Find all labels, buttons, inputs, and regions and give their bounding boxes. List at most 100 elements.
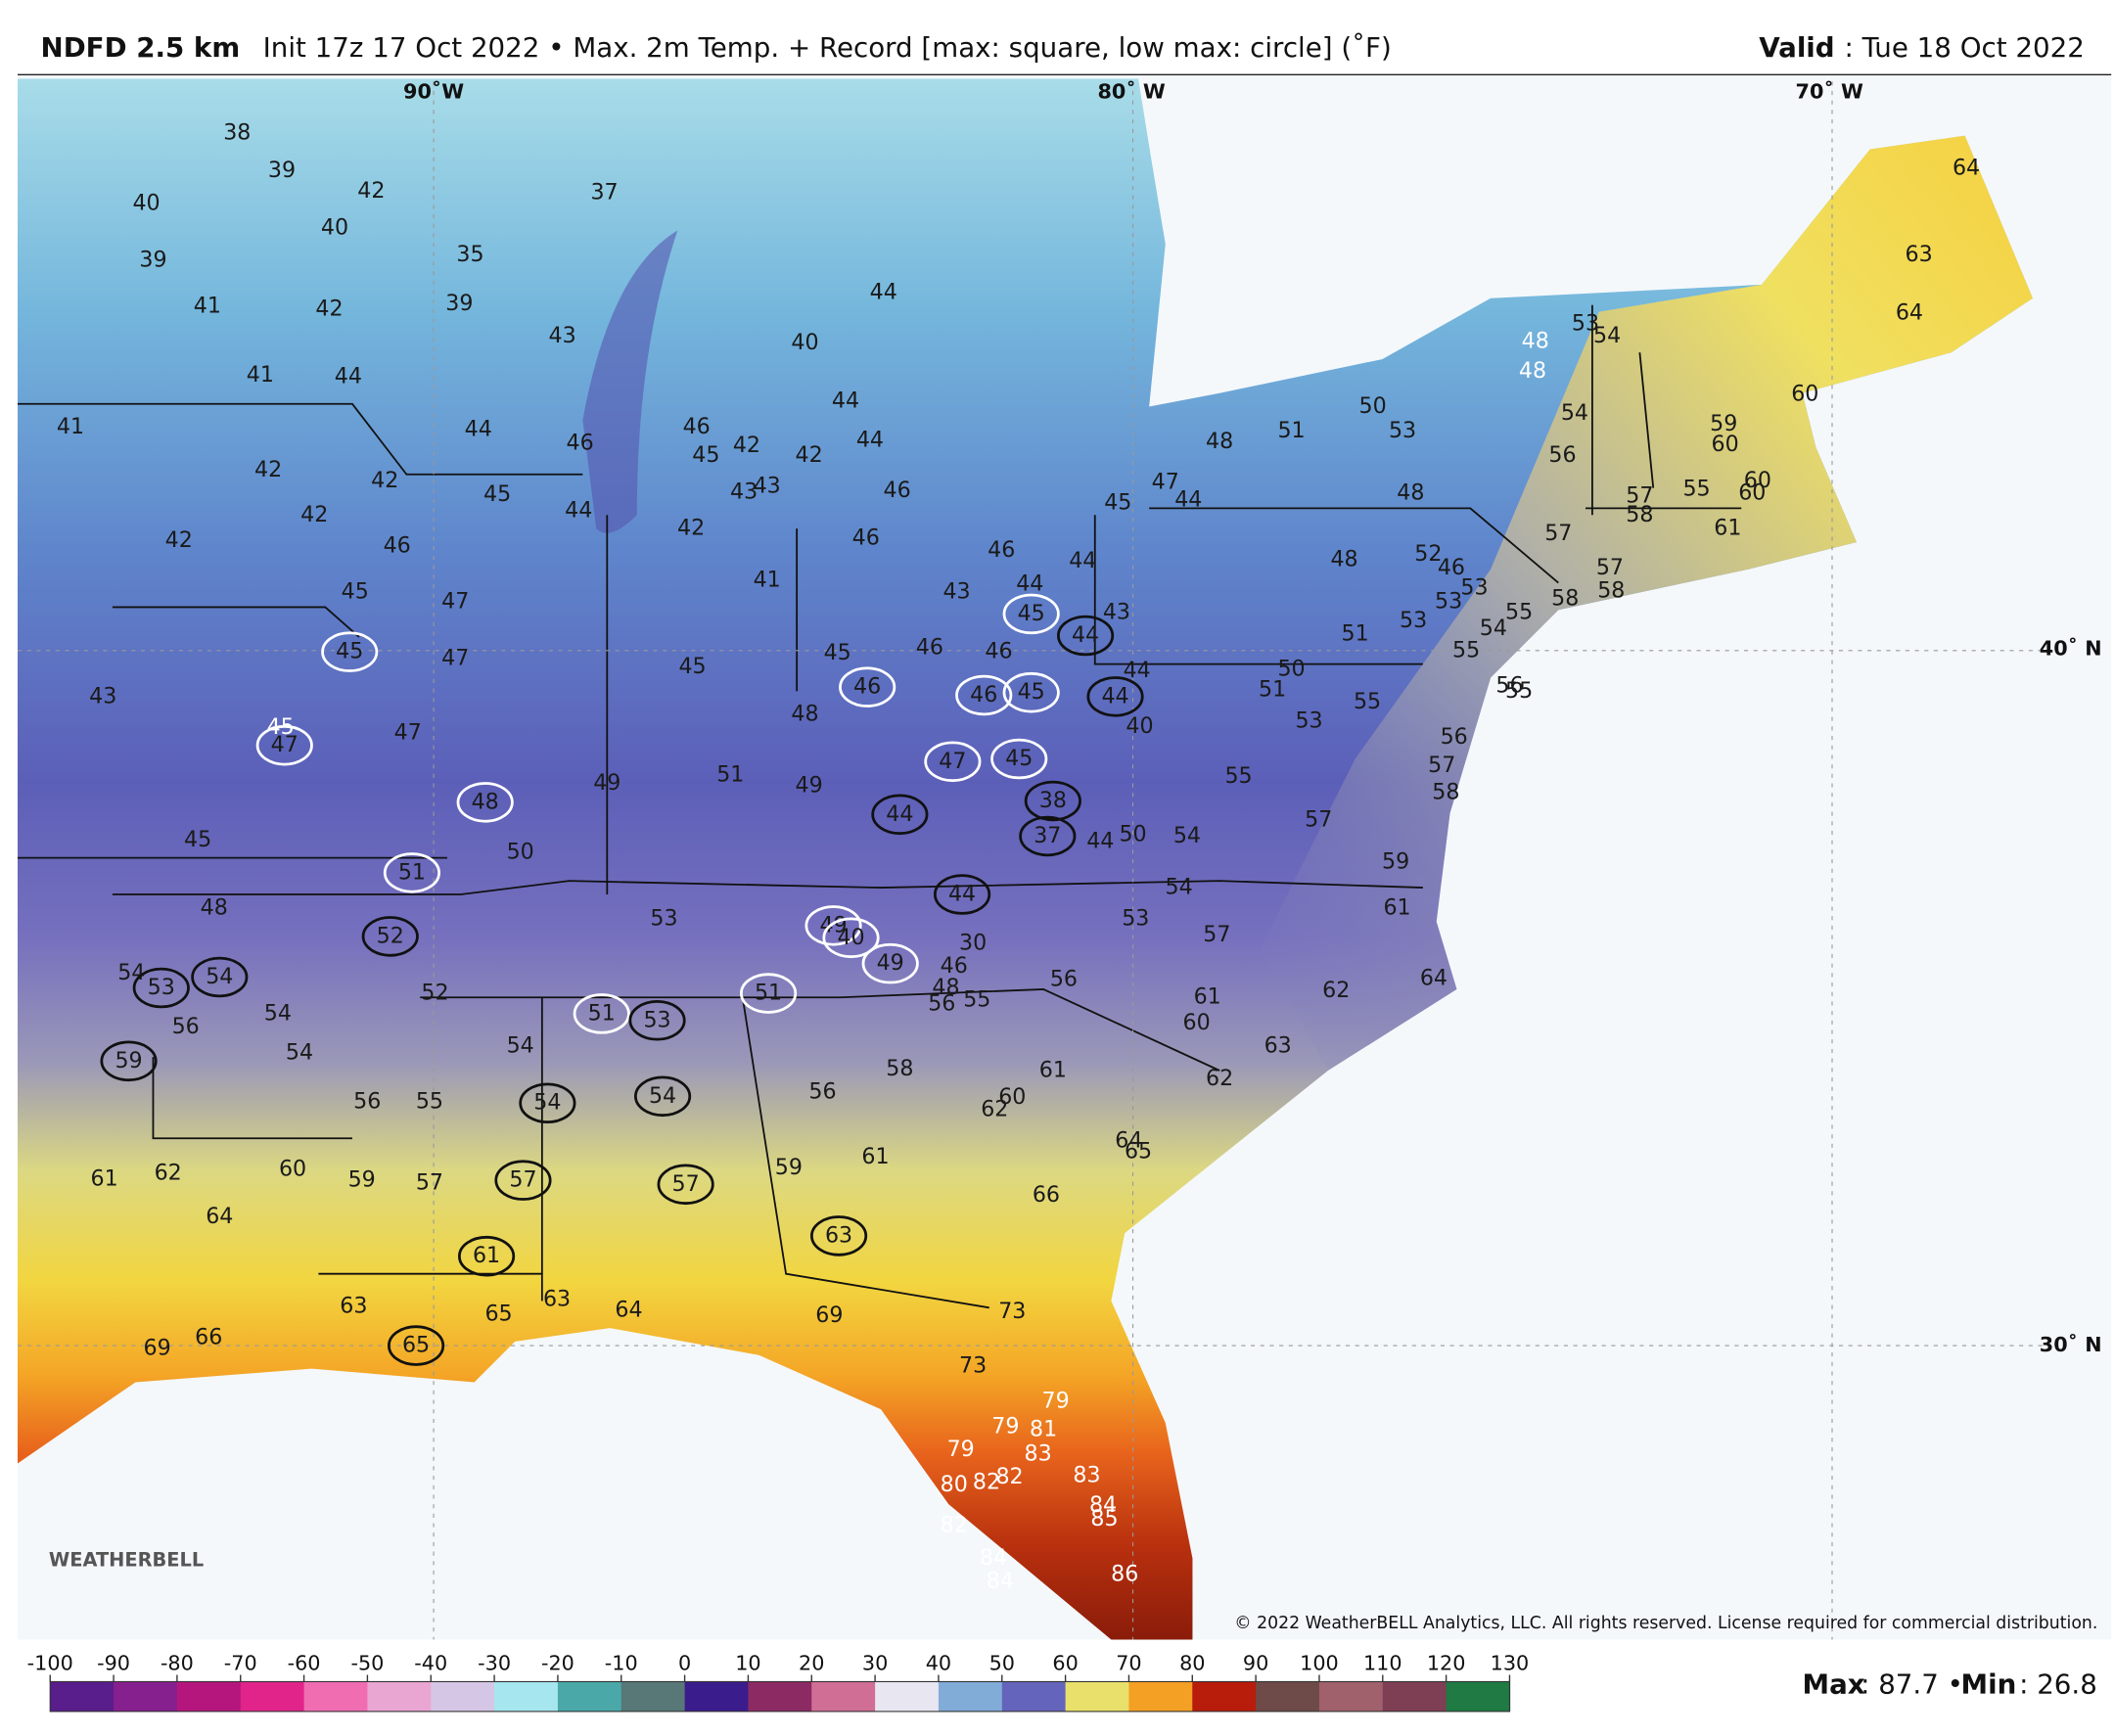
temperature-label-light: 79: [991, 1414, 1019, 1439]
record-circle: [457, 1235, 516, 1277]
temperature-label: 46: [852, 525, 880, 550]
temperature-label: 38: [223, 119, 251, 145]
temperature-label: 48: [1206, 429, 1233, 454]
temperature-label-light: 82: [973, 1469, 1000, 1494]
temperature-label: 46: [683, 414, 711, 439]
record-label: 63: [825, 1222, 852, 1248]
land-temperature-field: [18, 78, 2033, 1640]
temperature-label-light: 84: [987, 1569, 1014, 1594]
temperature-label: 61: [1383, 894, 1410, 920]
graticule-label: 40˚ N: [2040, 636, 2102, 660]
graticule-label: 80˚ W: [1097, 79, 1165, 103]
colorbar-tick-label: -60: [288, 1651, 321, 1674]
colorbar-segment: [240, 1681, 305, 1712]
record-circle: [255, 724, 313, 766]
record-label: 37: [1034, 823, 1061, 848]
temperature-label: 63: [340, 1293, 367, 1318]
temperature-label: 42: [357, 178, 385, 204]
temperature-label: 55: [1354, 689, 1381, 714]
temperature-label: 55: [1224, 763, 1252, 789]
northeast-warm-field: [1260, 135, 2033, 1072]
graticule-label: 90˚W: [403, 79, 464, 103]
temperature-label: 46: [988, 537, 1015, 563]
temperature-label-light: 81: [1030, 1416, 1057, 1441]
temperature-label: 66: [1033, 1182, 1060, 1208]
temperature-label: 44: [856, 428, 884, 453]
max-value: : 87.7 •: [1861, 1668, 1963, 1701]
temperature-label: 55: [1452, 637, 1480, 662]
record-label: 44: [1101, 683, 1128, 708]
temperature-label: 44: [1016, 571, 1043, 596]
temperature-label: 64: [1896, 300, 1923, 326]
temperature-label: 40: [321, 214, 348, 240]
record-circle: [955, 674, 1013, 716]
colorbar-tick-label: 80: [1179, 1651, 1205, 1674]
temperature-label: 59: [1710, 411, 1737, 436]
colorbar-segment: [114, 1681, 178, 1712]
record-circle: [132, 967, 190, 1009]
temperature-label: 42: [796, 442, 823, 468]
temperature-label: 60: [1791, 382, 1818, 407]
graticule-label: 30˚ N: [2040, 1333, 2102, 1356]
temperature-label: 57: [416, 1169, 443, 1195]
temperature-label: 54: [1561, 400, 1588, 426]
temperature-label: 45: [824, 640, 851, 665]
product-description: Init 17z 17 Oct 2022 • Max. 2m Temp. + R…: [263, 31, 1392, 64]
temperature-label: 47: [441, 588, 469, 614]
temperature-label: 62: [155, 1161, 182, 1186]
temperature-label: 51: [1342, 621, 1369, 647]
record-label: 54: [649, 1083, 676, 1109]
record-label: 46: [970, 682, 997, 708]
temperature-label: 64: [1420, 965, 1448, 990]
temperature-label: 54: [286, 1040, 313, 1066]
temperature-label: 48: [1397, 480, 1424, 506]
temperature-label: 39: [268, 158, 296, 183]
record-circle: [1002, 593, 1060, 635]
record-label: 65: [402, 1333, 430, 1358]
temperature-label: 53: [1122, 905, 1149, 931]
colorbar-tick-label: 130: [1491, 1651, 1530, 1674]
temperature-label: 48: [201, 894, 228, 920]
temperature-label: 40: [132, 190, 160, 215]
colorbar-tick-label: -100: [27, 1651, 73, 1674]
temperature-label: 57: [1626, 482, 1653, 508]
temperature-label: 46: [384, 533, 411, 559]
temperature-label: 42: [165, 527, 193, 553]
colorbar-segment: [684, 1681, 750, 1712]
record-circle: [100, 1040, 158, 1082]
temperature-label: 42: [677, 516, 705, 541]
temperature-label: 57: [1428, 753, 1455, 778]
temperature-label: 61: [1714, 516, 1741, 541]
temperature-label: 64: [1953, 155, 1980, 180]
temperature-label: 56: [172, 1014, 200, 1039]
temperature-label: 51: [1259, 676, 1286, 702]
temperature-label: 47: [441, 646, 469, 671]
colorbar-segment: [1382, 1681, 1448, 1712]
colorbar-tick-label: -40: [414, 1651, 447, 1674]
colorbar-segment: [1001, 1681, 1067, 1712]
temperature-label: 56: [928, 991, 955, 1017]
temperature-label: 61: [1039, 1058, 1067, 1083]
temperature-label: 60: [1744, 468, 1771, 493]
temperature-label-light: 79: [1042, 1388, 1070, 1413]
temperature-label: 48: [1330, 547, 1357, 572]
temperature-label: 30: [959, 930, 987, 955]
temperature-label: 48: [791, 701, 818, 726]
temperature-label: 46: [1438, 555, 1465, 580]
temperature-label: 43: [89, 683, 116, 708]
colorbar-segment: [1318, 1681, 1384, 1712]
record-circle: [191, 956, 249, 998]
temperature-label: 39: [445, 291, 473, 316]
temperature-label: 42: [371, 468, 398, 493]
lake-michigan: [582, 230, 678, 533]
temperature-label: 58: [1597, 577, 1625, 603]
graticule-label: 70˚ W: [1796, 79, 1863, 103]
colorbar-tick-label: -10: [605, 1651, 638, 1674]
colorbar-segment: [431, 1681, 495, 1712]
temperature-label: 45: [1104, 489, 1131, 515]
temperature-label: 46: [916, 635, 943, 661]
temperature-label: 50: [1119, 822, 1146, 847]
temperature-label-light: 86: [1111, 1562, 1138, 1587]
colorbar-tick-label: 60: [1052, 1651, 1078, 1674]
colorbar-segment: [176, 1681, 242, 1712]
